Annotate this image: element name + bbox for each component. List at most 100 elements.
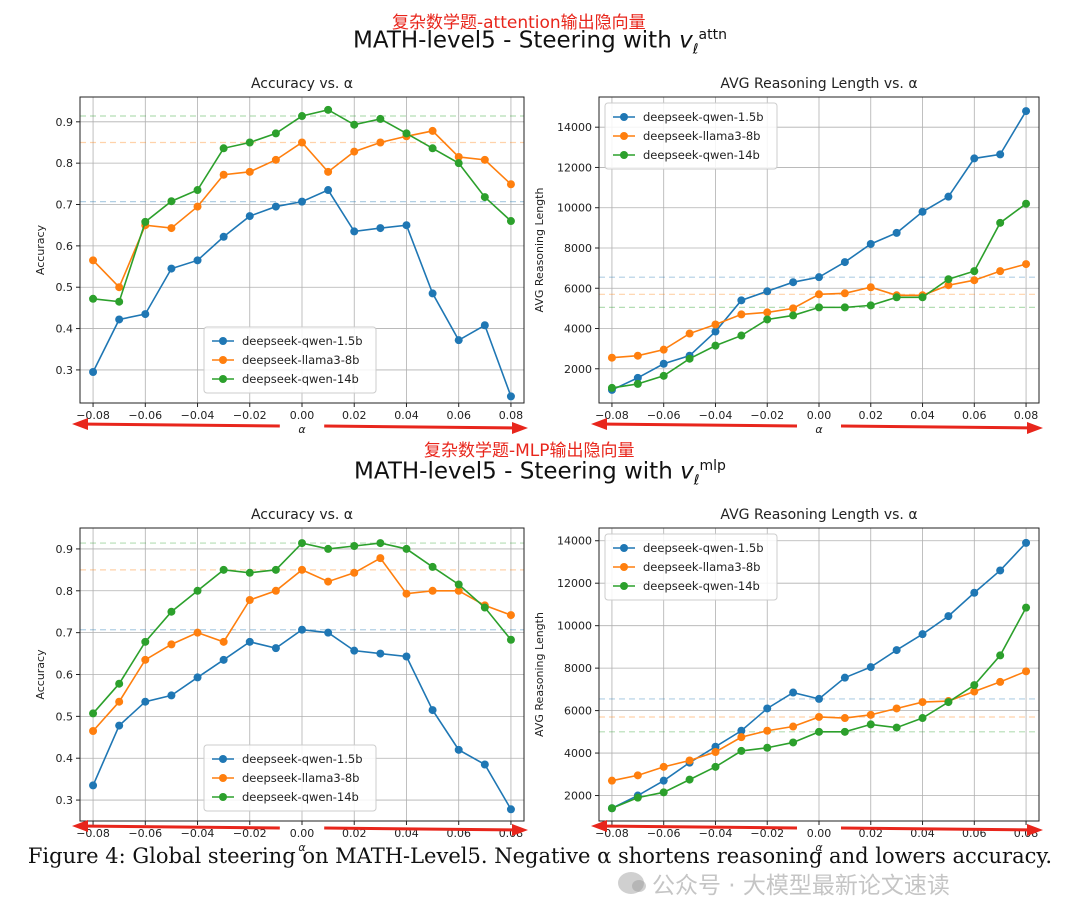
data-point <box>219 144 228 153</box>
y-tick-label: 0.6 <box>56 240 74 253</box>
legend-marker <box>219 356 227 364</box>
data-point <box>219 232 228 241</box>
suptitle-prefix: MATH-level5 - Steering with <box>353 27 680 54</box>
data-point <box>506 805 515 814</box>
data-point <box>454 580 463 589</box>
legend-marker <box>620 151 628 159</box>
legend-label: deepseek-qwen-1.5b <box>242 752 363 766</box>
x-tick-label: −0.04 <box>699 409 733 422</box>
y-tick-label: 0.7 <box>56 199 74 212</box>
legend-label: deepseek-qwen-14b <box>643 579 760 593</box>
data-point <box>428 144 437 153</box>
data-point <box>298 625 306 634</box>
legend-frame <box>203 744 377 812</box>
legend-marker <box>219 774 227 782</box>
chart-attn-length: −0.08 −0.06 −0.04 −0.02 0.00 0.02 0.04 0.06 0.08… <box>533 76 1043 436</box>
legend-label: deepseek-llama3-8b <box>242 771 359 785</box>
data-point <box>918 207 927 216</box>
y-tick-label: 14000 <box>557 121 592 134</box>
x-tick-label: −0.06 <box>128 409 162 422</box>
data-point <box>402 652 411 661</box>
chart-title: AVG Reasoning Length vs. α <box>720 76 917 92</box>
x-axis-label: α <box>815 423 823 436</box>
data-point <box>763 308 772 317</box>
data-point <box>402 221 411 230</box>
data-point <box>506 180 515 189</box>
data-point <box>944 275 953 284</box>
data-point <box>298 197 306 206</box>
data-point <box>840 714 849 723</box>
chart-title: Accuracy vs. α <box>251 76 353 92</box>
data-point <box>763 704 772 713</box>
x-tick-label: 0.00 <box>807 827 832 840</box>
y-tick-label: 0.4 <box>56 323 74 336</box>
x-tick-label: −0.04 <box>699 827 733 840</box>
suptitle-var: v <box>680 458 694 485</box>
data-point <box>737 733 746 742</box>
data-point <box>454 152 463 161</box>
legend: deepseek-qwen-1.5b deepseek-llama3-8b deep… <box>203 744 377 812</box>
data-point <box>167 640 176 649</box>
data-point <box>428 586 437 595</box>
data-point <box>376 138 385 147</box>
x-tick-label: −0.02 <box>750 409 784 422</box>
data-point <box>115 315 124 324</box>
data-point <box>685 775 694 784</box>
data-point <box>789 688 798 697</box>
x-tick-label: −0.06 <box>647 827 681 840</box>
data-point <box>633 351 642 360</box>
x-axis-label: α <box>815 841 823 854</box>
data-point <box>141 310 150 319</box>
data-point <box>659 371 668 380</box>
data-point <box>245 212 254 221</box>
data-point <box>454 336 463 345</box>
x-axis-label: α <box>298 423 306 436</box>
data-point <box>350 147 359 156</box>
data-point <box>607 353 616 362</box>
y-tick-label: 14000 <box>557 535 592 548</box>
data-point <box>219 637 228 646</box>
chart-title: Accuracy vs. α <box>251 507 353 523</box>
legend-label: deepseek-llama3-8b <box>643 129 760 143</box>
data-point <box>271 644 280 653</box>
data-point <box>271 202 280 211</box>
data-point <box>89 294 98 303</box>
data-point <box>89 781 98 790</box>
x-tick-label: −0.08 <box>76 409 110 422</box>
data-point <box>815 303 823 312</box>
data-point <box>298 138 306 147</box>
y-tick-label: 8000 <box>564 662 592 675</box>
data-point <box>115 679 124 688</box>
legend-marker <box>219 375 227 383</box>
data-point <box>840 303 849 312</box>
y-tick-label: 0.4 <box>56 752 74 765</box>
data-point <box>376 554 385 563</box>
data-point <box>167 197 176 206</box>
data-point <box>350 568 359 577</box>
x-tick-label: 0.08 <box>499 409 524 422</box>
arrow-left <box>77 422 280 428</box>
legend-marker <box>219 337 227 345</box>
data-point <box>193 186 202 195</box>
data-point <box>1022 538 1031 547</box>
x-tick-label: 0.04 <box>394 409 419 422</box>
arrow-right <box>840 424 1040 430</box>
x-tick-label: 0.02 <box>859 827 884 840</box>
figure-caption: Figure 4: Global steering on MATH-Level5… <box>27 844 1053 868</box>
annotation-attention: 复杂数学题-attention输出隐向量 <box>392 13 646 33</box>
arrow-left-head <box>72 820 88 832</box>
data-point <box>1022 107 1031 116</box>
data-point <box>789 304 798 313</box>
y-tick-label: 10000 <box>557 620 592 633</box>
x-tick-label: 0.06 <box>962 409 987 422</box>
suptitle-sub: ℓ <box>692 41 699 58</box>
arrow-left <box>596 422 798 428</box>
data-point <box>193 628 202 637</box>
data-point <box>659 359 668 368</box>
data-point <box>454 745 463 754</box>
y-axis-label: Accuracy <box>34 224 47 275</box>
legend-marker <box>620 582 628 590</box>
y-tick-label: 4000 <box>564 323 592 336</box>
data-point <box>1022 603 1031 612</box>
legend-label: deepseek-qwen-14b <box>242 372 359 386</box>
